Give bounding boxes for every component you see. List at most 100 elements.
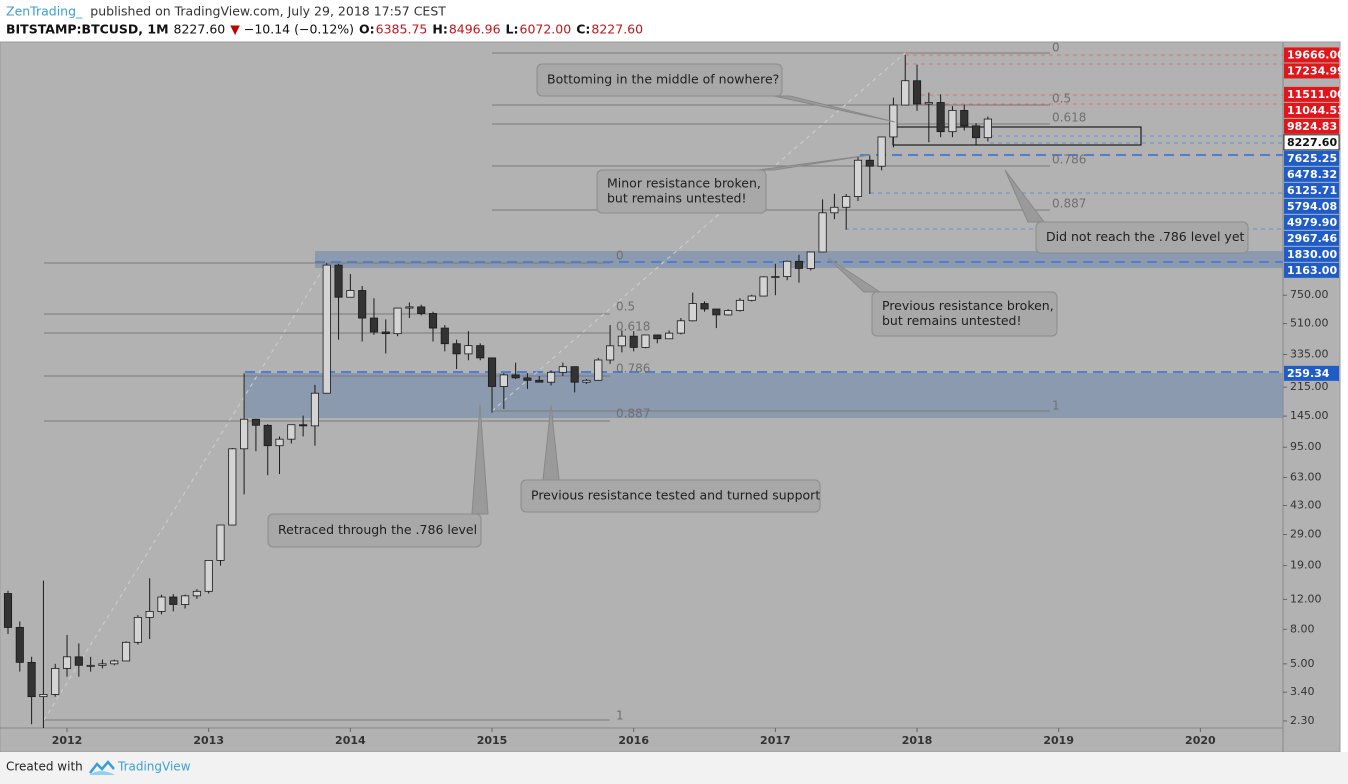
candle-body bbox=[901, 80, 910, 106]
fib-label: 1 bbox=[1052, 399, 1060, 413]
logo bbox=[89, 760, 115, 775]
price-label-bg bbox=[1284, 230, 1339, 246]
candle-body bbox=[15, 627, 24, 663]
candle-body bbox=[405, 306, 414, 309]
candle-body bbox=[676, 320, 685, 334]
y-tick-label: 19.00 bbox=[1290, 559, 1322, 572]
price-label-bg bbox=[1283, 134, 1340, 151]
note-text: Minor resistance broken, bbox=[607, 176, 761, 191]
note-box bbox=[596, 169, 767, 214]
candle-body bbox=[145, 610, 154, 618]
price-label-bg bbox=[1284, 86, 1339, 102]
candle-body bbox=[39, 693, 48, 698]
candle-body bbox=[192, 590, 201, 597]
candle-body bbox=[381, 331, 390, 335]
candle-body bbox=[464, 345, 473, 355]
price-label: 8227.60 bbox=[1287, 136, 1337, 149]
candle-body bbox=[476, 345, 485, 359]
price-label: 17234.99 bbox=[1287, 64, 1345, 77]
candle-body bbox=[86, 664, 95, 667]
candle-body bbox=[806, 251, 815, 269]
note-text: Retraced through the .786 level bbox=[278, 522, 477, 537]
price-label: 6478.32 bbox=[1287, 168, 1337, 181]
header-text: 6385.75 bbox=[376, 22, 428, 37]
price-label: 6125.71 bbox=[1287, 184, 1337, 197]
header-text: ZenTrading_ bbox=[6, 4, 83, 19]
candle-body bbox=[818, 212, 827, 253]
y-tick-label: 95.00 bbox=[1290, 440, 1322, 453]
price-label-bg bbox=[1284, 63, 1339, 79]
candle-body bbox=[240, 418, 249, 450]
trend-line bbox=[491, 52, 906, 412]
candle-body bbox=[629, 335, 638, 348]
candle-body bbox=[724, 310, 733, 316]
candle-body bbox=[169, 596, 178, 605]
candle-body bbox=[121, 641, 131, 662]
candle-body bbox=[712, 308, 721, 316]
header-text: 8227.60 bbox=[591, 22, 643, 37]
price-label-bg bbox=[1284, 150, 1339, 166]
price-label: 11044.53 bbox=[1287, 104, 1345, 117]
fib-label: 0.887 bbox=[616, 407, 650, 421]
candle-body bbox=[794, 260, 804, 269]
candle-body bbox=[51, 667, 60, 695]
trend-line bbox=[43, 262, 328, 721]
x-tick-label: 2012 bbox=[52, 734, 83, 747]
price-label-bg bbox=[1284, 198, 1339, 214]
price-label: 259.34 bbox=[1287, 367, 1330, 380]
y-tick-label: 5.00 bbox=[1290, 657, 1315, 670]
price-label-bg bbox=[1284, 166, 1339, 182]
header-text: O: bbox=[359, 22, 375, 37]
y-tick-label: 2.30 bbox=[1290, 714, 1315, 727]
y-tick-label: 510.00 bbox=[1290, 317, 1329, 330]
candle-body bbox=[653, 334, 662, 340]
candle-body bbox=[62, 656, 72, 669]
candle-body bbox=[263, 424, 272, 447]
note-pointer bbox=[471, 404, 489, 515]
candle-body bbox=[417, 306, 426, 314]
note-text: Bottoming in the middle of nowhere? bbox=[547, 72, 779, 87]
x-tick-label: 2014 bbox=[335, 734, 366, 747]
candle-body bbox=[641, 334, 650, 348]
candle-body bbox=[216, 524, 225, 561]
candle-body bbox=[853, 159, 863, 197]
footer-brand: TradingView bbox=[117, 760, 191, 774]
candle-body bbox=[440, 327, 449, 345]
price-label-bg bbox=[1284, 246, 1339, 262]
y-tick-label: 63.00 bbox=[1290, 470, 1322, 483]
price-label: 1830.00 bbox=[1287, 248, 1337, 261]
header-text: 8496.96 bbox=[449, 22, 501, 37]
candle-body bbox=[369, 317, 379, 333]
candle-body bbox=[842, 196, 851, 208]
candle-body bbox=[74, 656, 83, 666]
drawings bbox=[43, 52, 1283, 721]
price-label: 7625.25 bbox=[1287, 152, 1337, 165]
price-label: 1163.00 bbox=[1287, 264, 1337, 277]
y-tick-label: 3.40 bbox=[1290, 685, 1315, 698]
fib-label: 0.786 bbox=[1052, 153, 1086, 167]
y-tick-label: 750.00 bbox=[1290, 288, 1329, 301]
x-tick-label: 2020 bbox=[1185, 734, 1216, 747]
candle-body bbox=[133, 616, 142, 643]
candle-body bbox=[251, 418, 260, 426]
header-text: ▼ bbox=[230, 22, 240, 37]
y-tick-label: 43.00 bbox=[1290, 499, 1322, 512]
price-label-bg bbox=[1284, 182, 1339, 198]
price-label-bg bbox=[1284, 365, 1339, 381]
fib-label: 0.5 bbox=[616, 300, 635, 314]
header-text: C: bbox=[576, 22, 590, 37]
note-text: Previous resistance tested and turned su… bbox=[531, 488, 820, 503]
y-tick-label: 29.00 bbox=[1290, 528, 1322, 541]
candle-body bbox=[747, 295, 756, 301]
candle-body bbox=[771, 276, 780, 278]
fib-label: 0.887 bbox=[1052, 197, 1086, 211]
candle-body bbox=[960, 110, 969, 127]
candle-body bbox=[322, 264, 331, 394]
candle-body bbox=[346, 290, 355, 298]
note-box bbox=[267, 513, 482, 548]
price-label-bg bbox=[1284, 214, 1339, 230]
note-box bbox=[536, 63, 783, 97]
candle-body bbox=[204, 559, 213, 592]
candle-body bbox=[971, 125, 981, 139]
